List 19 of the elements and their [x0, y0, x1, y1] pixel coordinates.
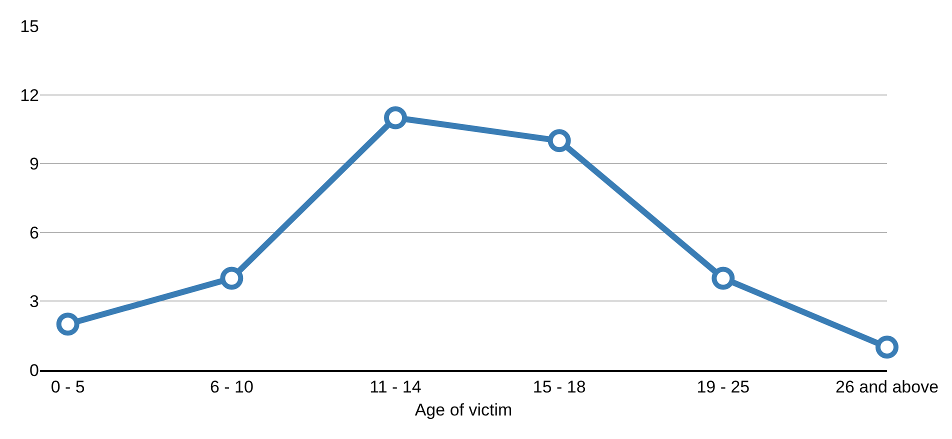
- y-tick-label: 12: [20, 86, 39, 105]
- point: [712, 266, 735, 290]
- y-tick-label: 0: [30, 360, 39, 380]
- x-tick-label: 6 - 10: [210, 377, 254, 396]
- y-tick-label: 15: [20, 16, 39, 36]
- x-tick-label: 26 and above: [835, 377, 939, 396]
- x-tick-label: 19 - 25: [696, 377, 750, 396]
- y-tick-label: 3: [30, 292, 39, 312]
- x-tick-label: 15 - 18: [532, 377, 586, 396]
- x-tick-label: 11 - 14: [370, 377, 422, 396]
- y-tick-label: 9: [30, 154, 39, 174]
- x-tick-label: 0 - 5: [50, 377, 85, 396]
- y-tick-label: 6: [30, 223, 39, 242]
- point: [220, 266, 244, 290]
- point: [548, 129, 571, 152]
- point: [384, 106, 408, 130]
- point: [56, 312, 80, 336]
- point: [876, 336, 898, 359]
- x-axis-title: Age of victim: [414, 400, 512, 420]
